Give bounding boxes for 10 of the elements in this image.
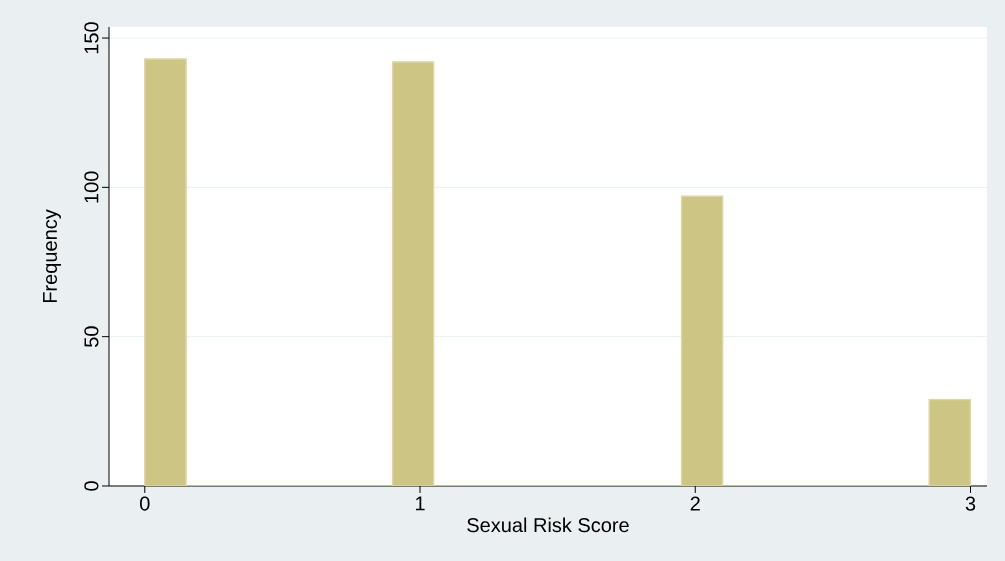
x-tick-label: 1 bbox=[415, 496, 425, 511]
y-axis-title: Frequency bbox=[43, 209, 61, 303]
x-tick-label: 0 bbox=[140, 496, 150, 511]
x-axis-title: Sexual Risk Score bbox=[467, 517, 629, 533]
x-tick-label: 3 bbox=[965, 496, 976, 511]
y-tick-label: 150 bbox=[84, 22, 99, 54]
y-tick-label: 0 bbox=[84, 481, 99, 491]
x-tick-label: 2 bbox=[690, 496, 700, 511]
y-tick-label: 100 bbox=[84, 171, 99, 203]
y-tick-label: 50 bbox=[84, 326, 99, 347]
